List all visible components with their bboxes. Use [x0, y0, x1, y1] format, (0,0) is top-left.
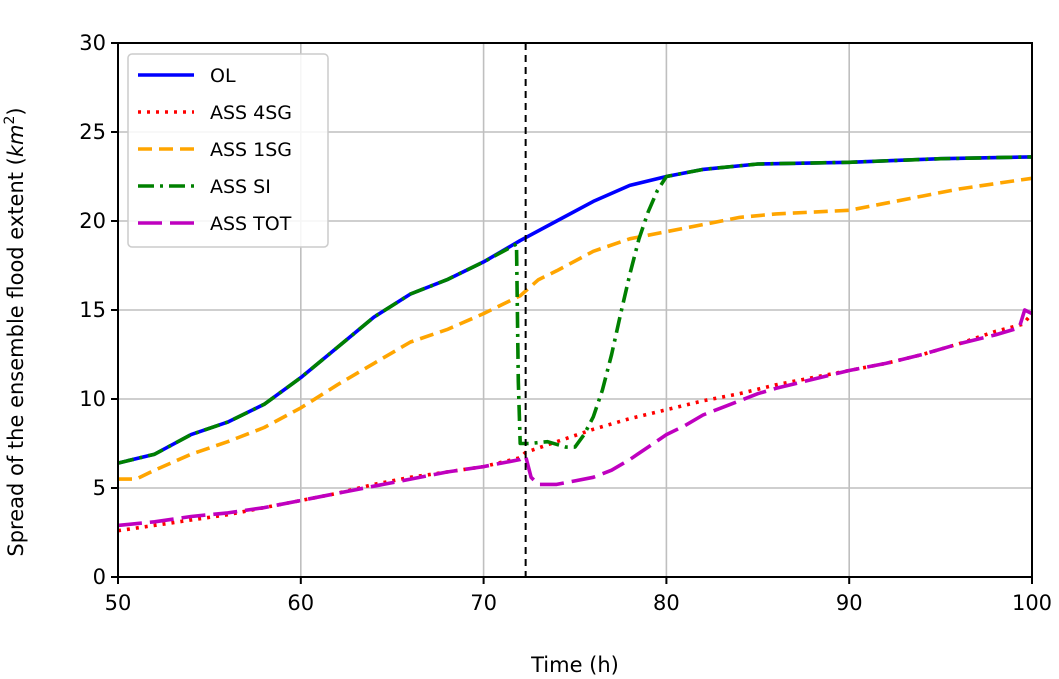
- legend: OL ASS 4SG ASS 1SG ASS SI ASS TOT: [127, 53, 329, 248]
- y-tick-label: 30: [79, 31, 106, 55]
- y-tick-label: 10: [79, 387, 106, 411]
- x-tick-label: 50: [105, 591, 132, 615]
- y-tick-label: 5: [93, 476, 106, 500]
- legend-label: ASS 1SG: [210, 139, 292, 161]
- x-tick-label: 100: [1012, 591, 1052, 615]
- legend-label: OL: [210, 65, 236, 87]
- series-line-ass-4sg: [117, 312, 1034, 533]
- x-axis-label: Time (h): [530, 653, 619, 677]
- y-axis-label: Spread of the ensemble flood extent (km2…: [2, 107, 28, 556]
- x-tick-label: 60: [287, 591, 314, 615]
- x-tick-label: 70: [470, 591, 497, 615]
- series-line-ass-tot: [117, 308, 1033, 528]
- x-tick-label: 80: [653, 591, 680, 615]
- y-tick-label: 25: [79, 120, 106, 144]
- legend-label: ASS 4SG: [210, 102, 292, 124]
- series-line-ass-si: [117, 155, 1033, 465]
- legend-label: ASS SI: [210, 176, 271, 198]
- y-tick-label: 0: [93, 565, 106, 589]
- series-line-ass-1sg: [118, 176, 1033, 481]
- legend-label: ASS TOT: [210, 213, 292, 235]
- y-tick-label: 15: [79, 298, 106, 322]
- series-lines: [117, 155, 1034, 533]
- axis-ticks: 50 60 70 80 90 100 0 5 10 15 20 25 30: [79, 31, 1052, 615]
- legend-box: [127, 53, 329, 248]
- y-tick-label: 20: [79, 209, 106, 233]
- x-tick-label: 90: [836, 591, 863, 615]
